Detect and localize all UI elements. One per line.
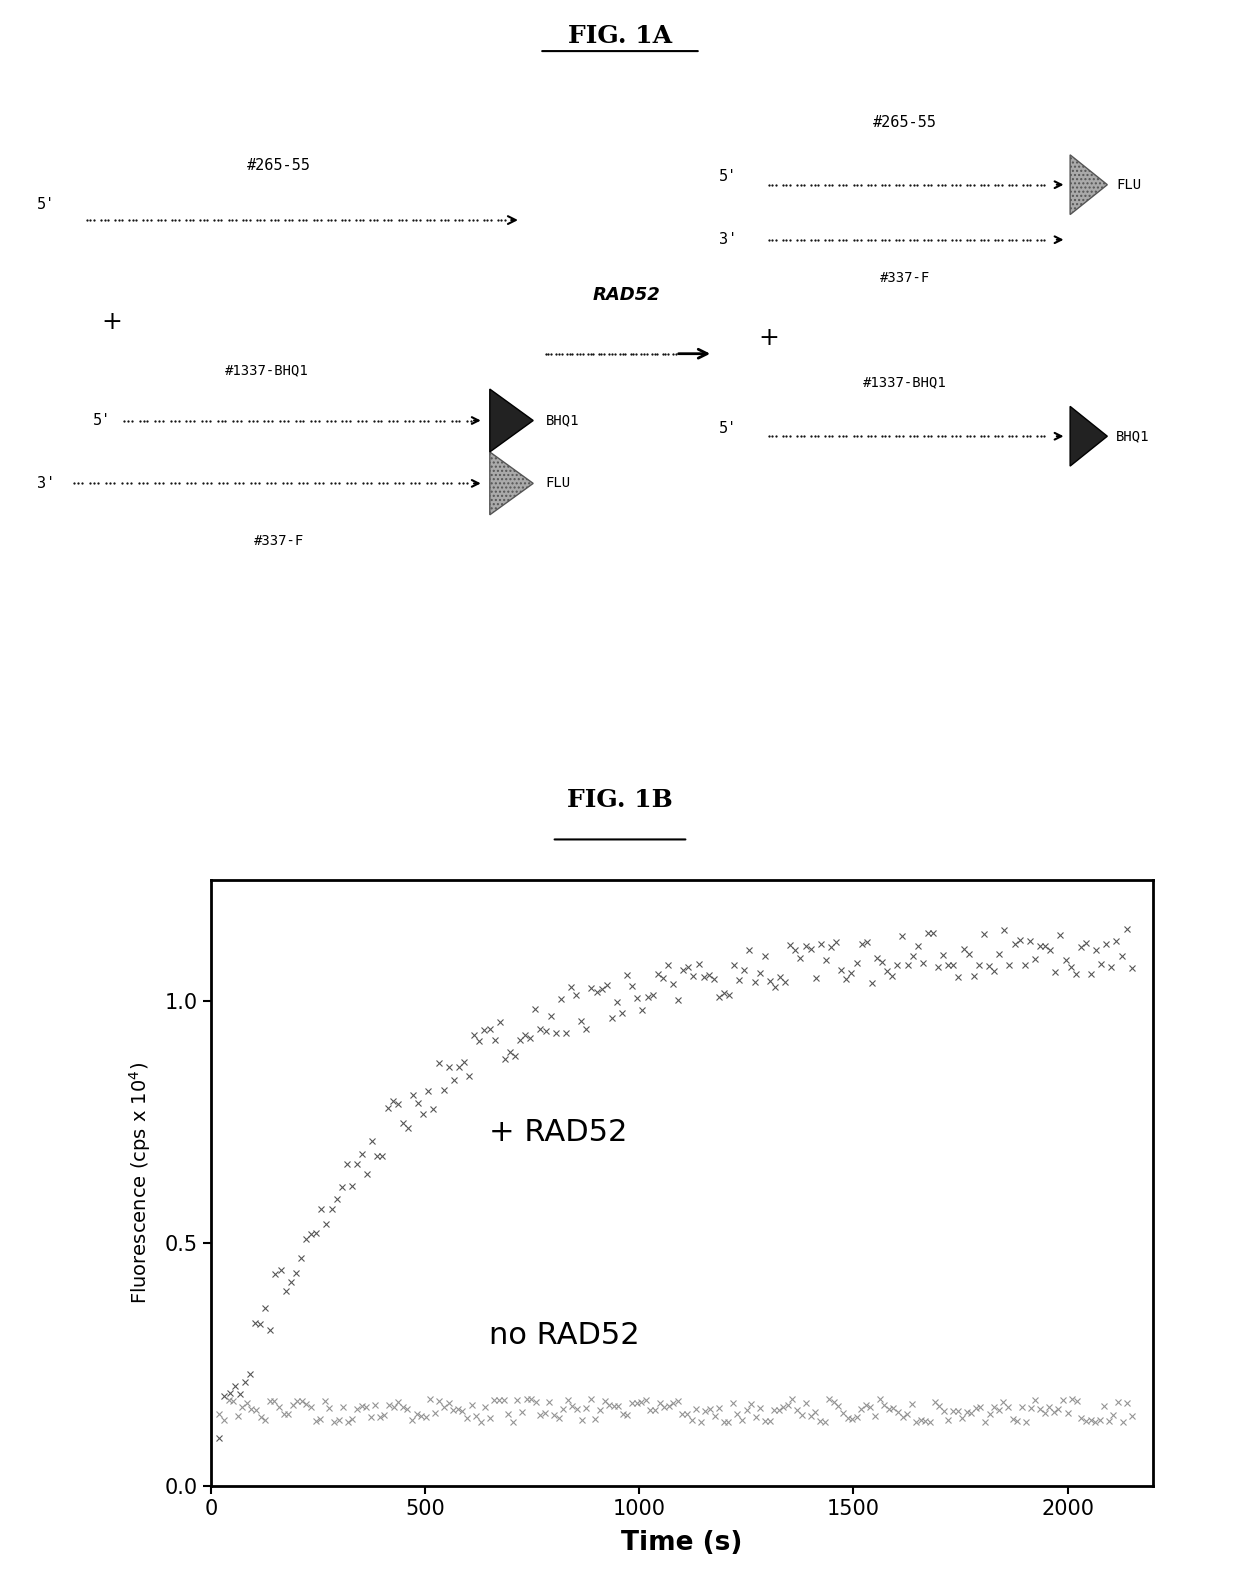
X-axis label: Time (s): Time (s) [621,1530,743,1556]
Text: + RAD52: + RAD52 [490,1118,627,1146]
Text: 5': 5' [719,421,738,435]
Polygon shape [490,453,533,514]
Text: #1337-BHQ1: #1337-BHQ1 [224,363,309,377]
Text: BHQ1: BHQ1 [546,413,579,428]
Text: 3': 3' [37,476,56,490]
Text: no RAD52: no RAD52 [490,1320,640,1350]
Text: #337-F: #337-F [880,270,930,285]
Text: 5': 5' [719,170,738,184]
Text: 5': 5' [37,196,56,212]
Text: 3': 3' [719,233,738,247]
Text: #265-55: #265-55 [247,157,311,173]
Text: +: + [759,325,779,351]
Text: FLU: FLU [1116,178,1141,192]
Text: #1337-BHQ1: #1337-BHQ1 [863,376,947,388]
Y-axis label: Fluorescence (cps x 10$^{4}$): Fluorescence (cps x 10$^{4}$) [128,1061,154,1305]
Polygon shape [490,388,533,453]
Text: #265-55: #265-55 [873,115,937,130]
Text: FIG. 1A: FIG. 1A [568,24,672,47]
Text: #337-F: #337-F [254,534,304,549]
Text: FLU: FLU [546,476,570,490]
Text: 5': 5' [93,413,112,428]
Text: FIG. 1B: FIG. 1B [567,788,673,811]
Text: BHQ1: BHQ1 [1116,429,1149,443]
Text: RAD52: RAD52 [593,286,660,303]
Polygon shape [1070,156,1107,214]
Polygon shape [1070,406,1107,465]
Text: +: + [102,310,122,335]
